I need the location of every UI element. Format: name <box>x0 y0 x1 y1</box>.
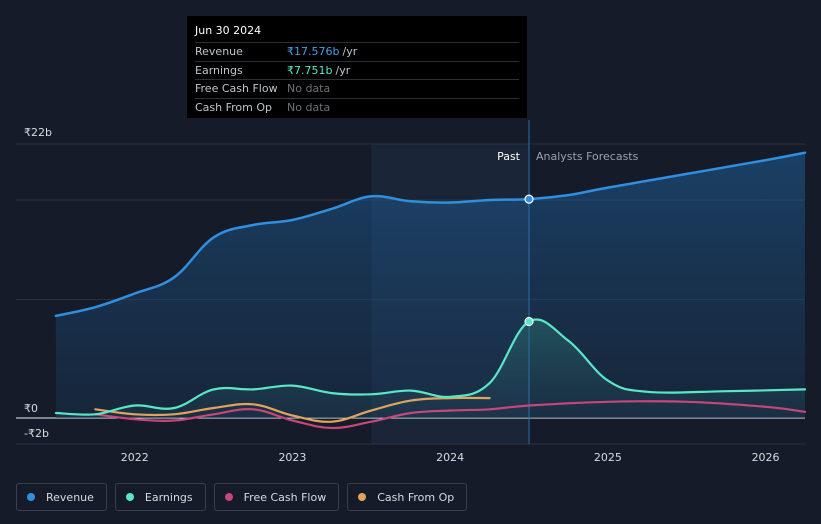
tooltip-value: No data <box>287 100 331 114</box>
legend-dot-icon <box>27 493 35 501</box>
line-cash-from-op <box>94 396 491 423</box>
tooltip-label: Free Cash Flow <box>195 82 278 95</box>
forecast-label: Analysts Forecasts <box>536 150 639 163</box>
legend-label: Cash From Op <box>377 490 455 504</box>
area-earnings <box>55 319 805 418</box>
x-tick-label: 2024 <box>436 451 464 464</box>
tooltip-unit: /yr <box>335 63 351 77</box>
tooltip-unit: /yr <box>342 45 358 58</box>
y-tick-label: ₹22b <box>24 126 52 139</box>
marker-revenue <box>524 194 534 204</box>
tooltip-row-revenue: Revenue ₹17.576b /yr <box>195 42 519 61</box>
legend-item-revenue[interactable]: Revenue <box>16 483 107 511</box>
legend-item-cash-from-op[interactable]: Cash From Op <box>347 483 468 511</box>
line-revenue <box>54 151 807 318</box>
tooltip-value: ₹7.751b <box>287 63 333 77</box>
legend: Revenue Earnings Free Cash Flow Cash Fro… <box>16 483 468 511</box>
past-label: Past <box>497 150 521 163</box>
x-tick-label: 2022 <box>121 451 149 464</box>
legend-item-earnings[interactable]: Earnings <box>114 483 206 511</box>
tooltip: Jun 30 2024 Revenue ₹17.576b /yr Earning… <box>187 16 527 118</box>
legend-item-free-cash-flow[interactable]: Free Cash Flow <box>213 483 340 511</box>
legend-dot-icon <box>224 493 233 501</box>
legend-label: Earnings <box>144 490 193 504</box>
y-tick-label: ₹0 <box>24 402 38 415</box>
tooltip-label: Revenue <box>195 45 243 58</box>
tooltip-value: ₹17.576b <box>287 45 340 58</box>
tooltip-row-earnings: Earnings ₹7.751b /yr <box>195 60 519 80</box>
tooltip-value: No data <box>287 82 331 95</box>
x-tick-label: 2025 <box>594 451 622 464</box>
x-tick-label: 2026 <box>752 451 780 464</box>
area-revenue <box>55 152 805 418</box>
tooltip-row-cash-from-op: Cash From Op No data <box>195 97 519 117</box>
line-earnings <box>54 318 807 416</box>
legend-label: Revenue <box>46 490 94 504</box>
tooltip-label: Cash From Op <box>195 100 273 114</box>
legend-dot-icon <box>358 493 367 501</box>
x-tick-label: 2023 <box>278 451 306 464</box>
y-tick-label: -₹2b <box>24 427 49 440</box>
line-free-cash-flow <box>94 400 807 430</box>
tooltip-date: Jun 30 2024 <box>195 24 262 37</box>
tooltip-label: Earnings <box>195 63 243 77</box>
legend-label: Free Cash Flow <box>243 490 327 504</box>
tooltip-row-free-cash-flow: Free Cash Flow No data <box>195 79 519 98</box>
marker-earnings <box>524 316 534 327</box>
legend-dot-icon <box>125 493 134 501</box>
